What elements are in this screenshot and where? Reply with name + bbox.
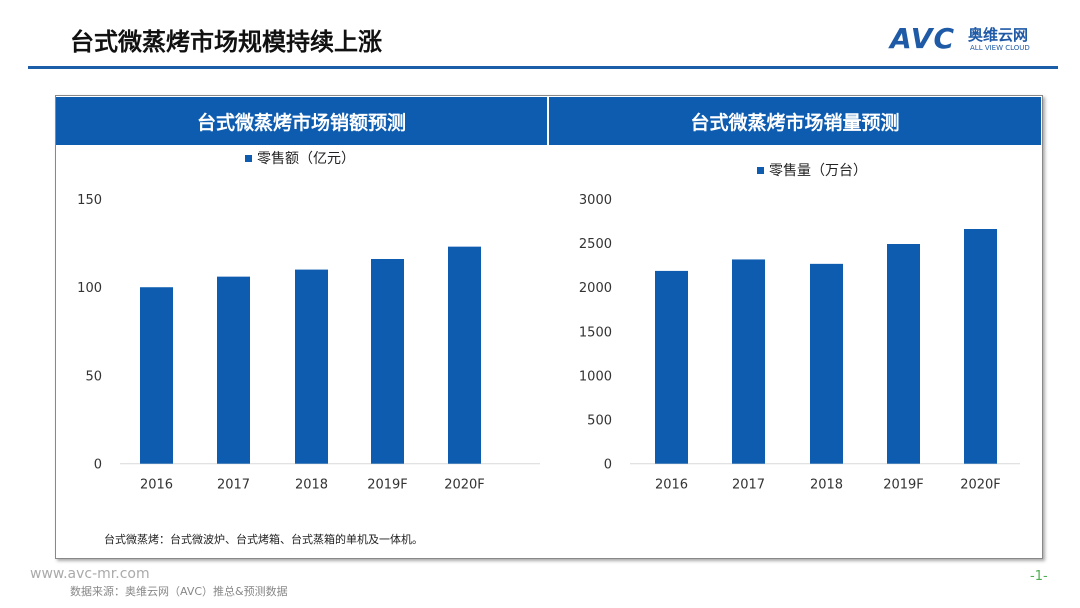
definition-note: 台式微蒸烤：台式微波炉、台式烤箱、台式蒸箱的单机及一体机。 — [104, 533, 423, 546]
right-chart-title: 台式微蒸烤市场销量预测 — [549, 97, 1041, 145]
chart-panel — [55, 95, 1043, 559]
y-tick-label: 2000 — [579, 281, 612, 296]
x-tick-label: 2020F — [444, 478, 485, 493]
x-tick-label: 2017 — [732, 478, 765, 493]
legend-swatch — [757, 167, 764, 174]
website-url[interactable]: www.avc-mr.com — [30, 566, 150, 582]
bar-2019F — [887, 243, 920, 464]
sales-value-chart: 0 50 100 150 2016 2017 2018 2019F 2020F 零售额（亿元） — [77, 151, 540, 493]
x-tick-label: 2020F — [960, 478, 1001, 493]
x-tick-label: 2016 — [655, 478, 688, 493]
sales-volume-chart: 0 500 1000 1500 2000 2500 3000 2016 2017 2018 2019… — [579, 163, 1020, 493]
bar-2017 — [217, 276, 250, 464]
legend-label: 零售量（万台） — [769, 163, 867, 179]
logo-cn: 奥维云网 — [968, 26, 1029, 44]
y-tick-label: 150 — [77, 193, 102, 208]
bar-2020F — [448, 246, 481, 464]
x-tick-label: 2018 — [810, 478, 843, 493]
legend-label: 零售额（亿元） — [257, 151, 355, 167]
logo-text: AVC — [890, 22, 955, 55]
page-number: -1- — [1030, 569, 1048, 584]
y-tick-label: 1000 — [579, 369, 612, 384]
y-tick-label: 1500 — [579, 325, 612, 340]
bar-2019F — [371, 258, 404, 464]
y-tick-label: 3000 — [579, 193, 612, 208]
x-tick-label: 2019F — [883, 478, 924, 493]
y-tick-label: 0 — [94, 458, 102, 473]
title-divider — [28, 66, 1058, 69]
bar-2016 — [655, 270, 688, 464]
left-chart-title: 台式微蒸烤市场销额预测 — [56, 97, 547, 145]
y-tick-label: 2500 — [579, 237, 612, 252]
legend-swatch — [245, 155, 252, 162]
bar-2016 — [140, 287, 173, 464]
x-tick-label: 2019F — [367, 478, 408, 493]
y-tick-label: 500 — [587, 414, 612, 429]
bar-2018 — [295, 269, 328, 464]
avc-logo: AVC 奥维云网 ALL VIEW CLOUD — [890, 22, 1060, 62]
y-tick-label: 50 — [85, 369, 102, 384]
x-tick-label: 2018 — [295, 478, 328, 493]
y-tick-label: 0 — [604, 458, 612, 473]
bar-2020F — [964, 228, 997, 464]
bar-2017 — [732, 259, 765, 464]
data-source: 数据来源：奥维云网（AVC）推总&预测数据 — [70, 585, 288, 598]
bar-2018 — [810, 263, 843, 464]
page-title: 台式微蒸烤市场规模持续上涨 — [70, 28, 382, 56]
x-tick-label: 2017 — [217, 478, 250, 493]
logo-en: ALL VIEW CLOUD — [970, 44, 1030, 52]
y-tick-label: 100 — [77, 281, 102, 296]
x-tick-label: 2016 — [140, 478, 173, 493]
